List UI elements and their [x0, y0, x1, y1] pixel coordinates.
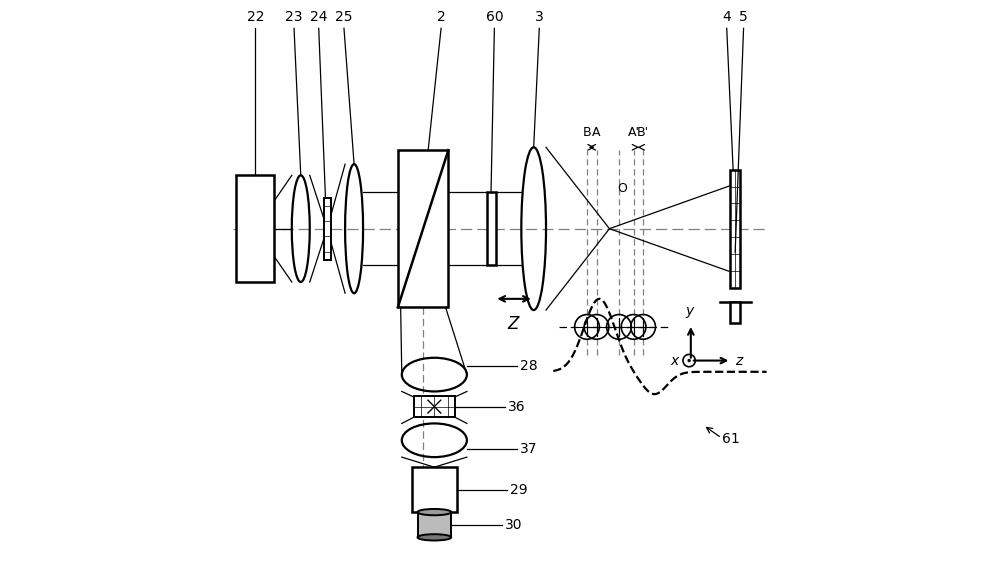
Text: 37: 37 — [520, 442, 538, 456]
Bar — [412, 467, 457, 512]
Text: 5: 5 — [739, 10, 748, 24]
Text: 2: 2 — [437, 10, 445, 24]
Text: $z$: $z$ — [735, 354, 744, 368]
Text: B': B' — [637, 126, 649, 139]
Text: 4: 4 — [722, 10, 731, 24]
Bar — [324, 198, 331, 259]
Bar — [414, 396, 455, 417]
Text: 3: 3 — [535, 10, 544, 24]
Text: A: A — [592, 126, 601, 139]
Circle shape — [687, 359, 691, 362]
Bar — [418, 512, 451, 537]
Text: 36: 36 — [508, 399, 525, 413]
Text: 23: 23 — [285, 10, 303, 24]
Text: $y$: $y$ — [685, 305, 696, 320]
Text: 22: 22 — [247, 10, 264, 24]
Ellipse shape — [418, 509, 451, 515]
Bar — [487, 192, 496, 265]
Text: 24: 24 — [310, 10, 327, 24]
Bar — [730, 302, 740, 323]
Text: 60: 60 — [486, 10, 503, 24]
Ellipse shape — [418, 534, 451, 540]
Text: $Z$: $Z$ — [507, 315, 521, 333]
Text: 28: 28 — [520, 359, 538, 373]
Text: 61: 61 — [722, 432, 739, 446]
Text: B: B — [583, 126, 591, 139]
Bar — [730, 170, 740, 288]
Bar — [398, 150, 448, 307]
Bar — [236, 175, 274, 282]
Text: A': A' — [628, 126, 640, 139]
Text: 29: 29 — [510, 483, 528, 497]
Text: $x$: $x$ — [670, 354, 681, 368]
Text: 30: 30 — [504, 518, 522, 532]
Text: 25: 25 — [335, 10, 353, 24]
Text: O: O — [617, 182, 627, 195]
